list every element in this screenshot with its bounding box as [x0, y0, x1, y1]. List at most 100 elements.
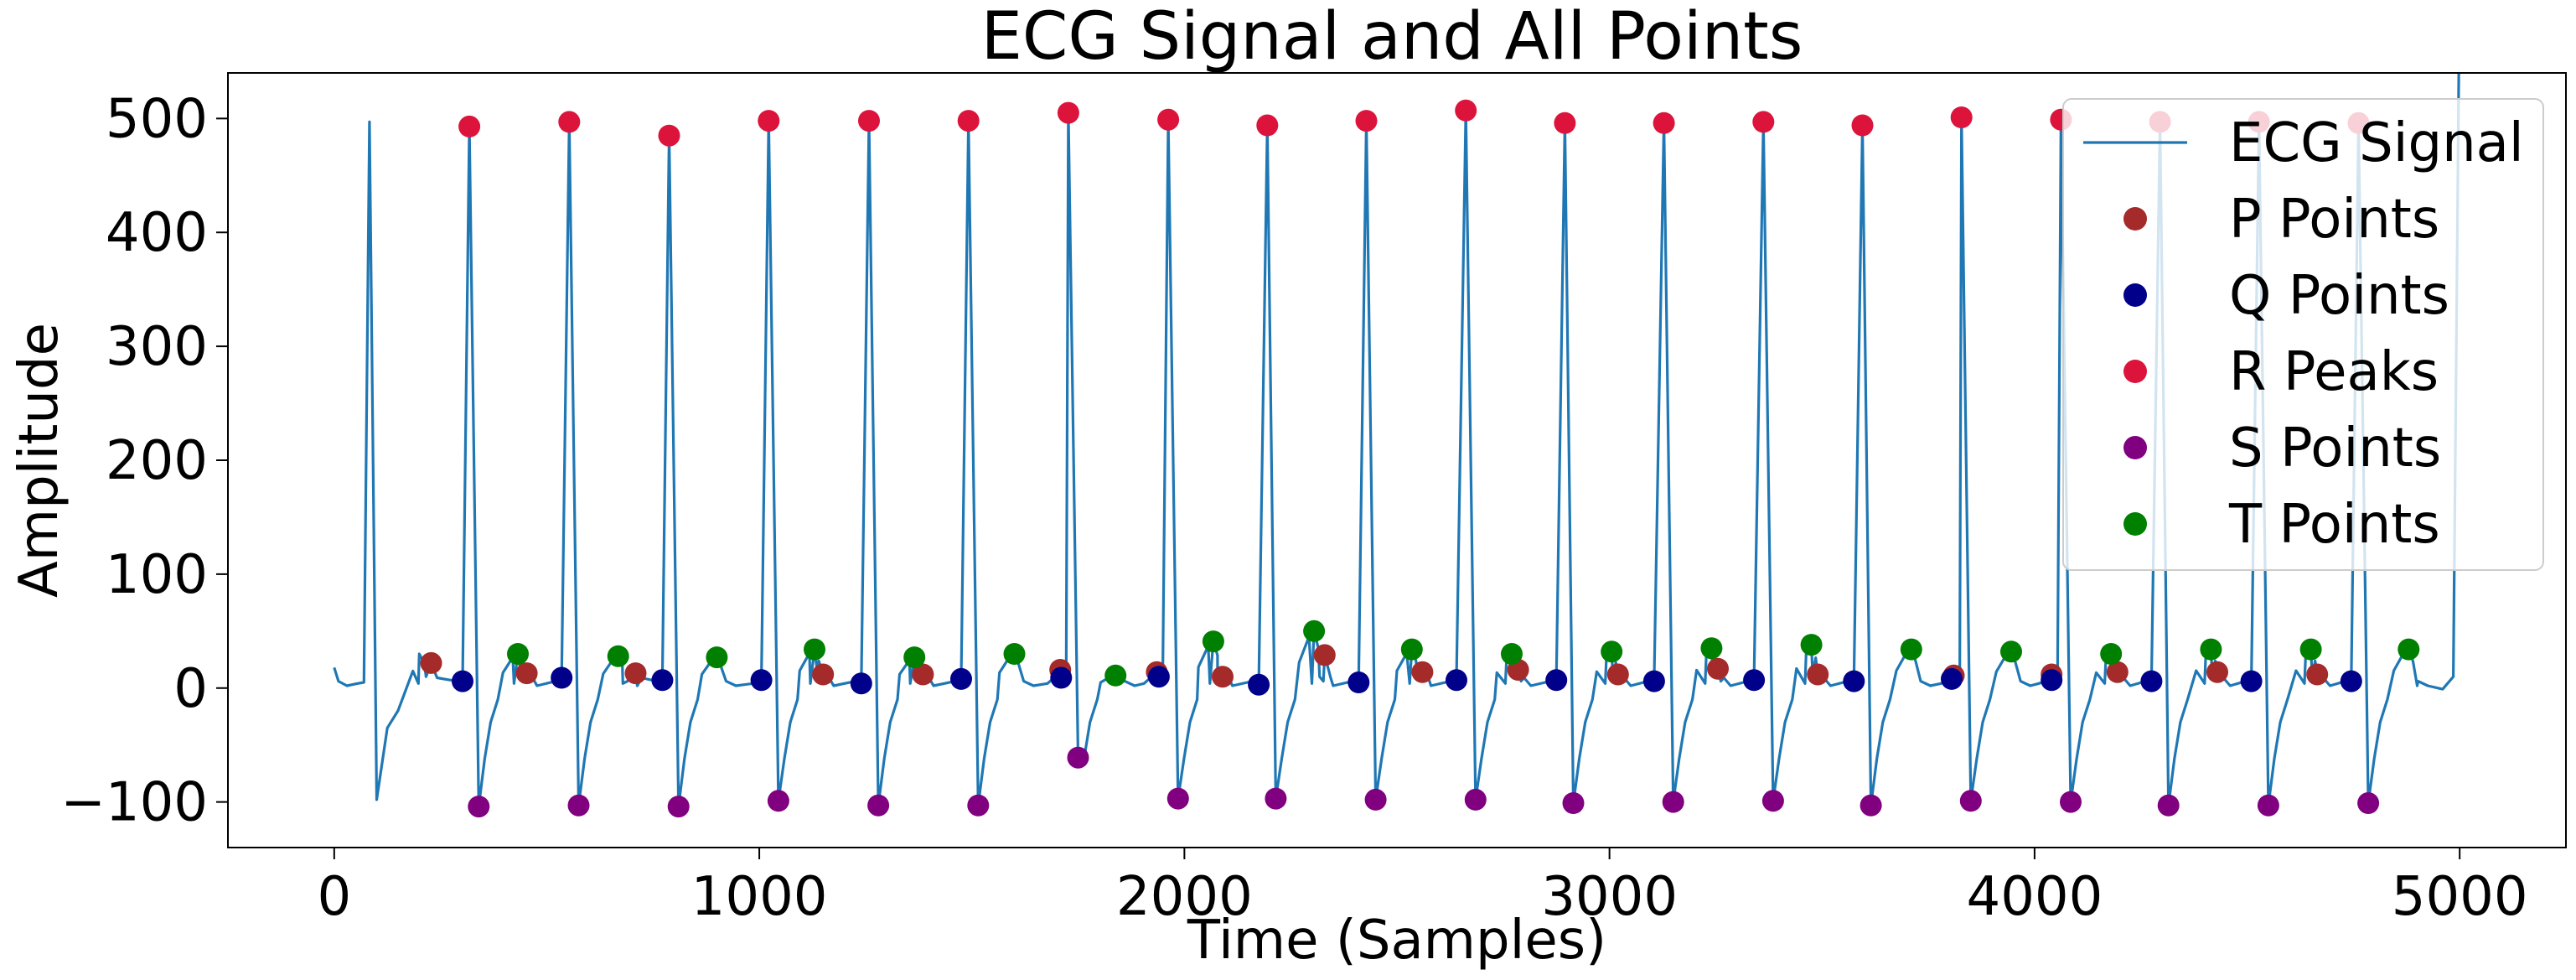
- x-tick-label: 0: [317, 866, 351, 928]
- x-tick-label: 1000: [691, 866, 828, 928]
- r-peaks-marker: [1752, 111, 1775, 133]
- q-points-marker: [2140, 670, 2163, 692]
- s-points-marker: [1959, 790, 1982, 812]
- r-peaks-marker: [658, 124, 680, 147]
- q-points-marker: [850, 672, 872, 695]
- p-points-marker: [912, 663, 934, 686]
- y-axis-label: Amplitude: [8, 323, 70, 598]
- t-points-marker: [1700, 637, 1723, 660]
- chart-title: ECG Signal and All Points: [981, 0, 1803, 75]
- p-points-marker: [2306, 663, 2329, 686]
- y-tick-label: 500: [106, 88, 208, 150]
- t-points-marker: [1104, 664, 1127, 687]
- legend: ECG Signal P Points Q Points R Peaks S Point…: [2062, 98, 2544, 571]
- r-peaks-marker: [558, 111, 581, 133]
- s-points-marker: [667, 796, 690, 818]
- y-tick-label: 400: [106, 202, 208, 264]
- p-points-marker: [420, 651, 442, 674]
- t-points-marker: [2000, 640, 2022, 663]
- legend-swatch-p-points: [2123, 207, 2147, 231]
- t-points-marker: [1800, 634, 1823, 656]
- p-points-marker: [515, 662, 538, 685]
- t-points-marker: [2299, 638, 2322, 661]
- t-points-marker: [1900, 638, 1922, 661]
- s-points-marker: [967, 794, 990, 817]
- s-points-marker: [1662, 791, 1684, 813]
- s-points-marker: [1562, 792, 1585, 814]
- s-points-marker: [2157, 794, 2180, 817]
- s-points-marker: [1166, 787, 1189, 810]
- legend-label-q-points: Q Points: [2229, 265, 2449, 327]
- s-points-marker: [1761, 790, 1784, 812]
- legend-label-t-points: T Points: [2228, 494, 2440, 556]
- marker-layer: [420, 99, 2420, 818]
- q-points-marker: [1050, 666, 1073, 689]
- y-tick-label: 200: [106, 430, 208, 492]
- y-tick-label: 100: [106, 544, 208, 606]
- legend-swatch-s-points: [2123, 436, 2147, 459]
- q-points-marker: [1545, 669, 1568, 692]
- q-points-marker: [651, 669, 674, 692]
- p-points-marker: [812, 663, 835, 686]
- r-peaks-marker: [858, 110, 880, 132]
- q-points-marker: [452, 670, 473, 692]
- s-points-marker: [2060, 791, 2082, 813]
- t-points-marker: [2200, 638, 2222, 661]
- t-points-marker: [1601, 640, 1623, 663]
- q-points-marker: [1743, 669, 1766, 692]
- legend-label-ecg-signal: ECG Signal: [2229, 112, 2524, 174]
- t-points-marker: [1501, 643, 1523, 665]
- x-tick-label: 3000: [1541, 866, 1678, 928]
- r-peaks-marker: [1653, 111, 1675, 134]
- s-points-marker: [2257, 794, 2279, 817]
- legend-swatch-r-peaks: [2123, 360, 2147, 383]
- s-points-marker: [1464, 788, 1487, 811]
- q-points-marker: [950, 667, 972, 690]
- legend-swatch-q-points: [2123, 283, 2147, 307]
- r-peaks-marker: [1355, 110, 1378, 132]
- r-peaks-marker: [1851, 114, 1874, 137]
- r-peaks-marker: [1455, 99, 1477, 122]
- t-points-marker: [2398, 638, 2420, 661]
- s-points-marker: [1364, 788, 1387, 811]
- q-points-marker: [2240, 670, 2263, 692]
- q-points-marker: [1843, 670, 1865, 692]
- r-peaks-marker: [758, 110, 780, 132]
- p-points-marker: [1707, 657, 1729, 680]
- x-tick-label: 5000: [2392, 866, 2528, 928]
- legend-label-s-points: S Points: [2229, 417, 2441, 480]
- s-points-marker: [867, 794, 890, 817]
- p-points-marker: [1606, 663, 1629, 686]
- r-peaks-marker: [1950, 106, 1973, 128]
- p-points-marker: [2206, 661, 2228, 683]
- r-peaks-marker: [1256, 114, 1279, 137]
- q-points-marker: [1642, 670, 1665, 692]
- t-points-marker: [1400, 638, 1423, 661]
- t-points-marker: [1303, 620, 1326, 642]
- t-points-marker: [706, 646, 728, 669]
- t-points-marker: [804, 638, 825, 661]
- p-points-marker: [1807, 663, 1829, 686]
- s-points-marker: [1067, 746, 1089, 769]
- p-points-marker: [624, 662, 647, 685]
- y-axis: −100 0 100 200 300 400 500: [60, 88, 228, 834]
- q-points-marker: [1347, 671, 1370, 693]
- legend-swatch-t-points: [2123, 512, 2147, 536]
- s-points-marker: [1860, 794, 1882, 817]
- t-points-marker: [2100, 643, 2123, 665]
- q-points-marker: [1941, 667, 1963, 690]
- x-axis: 0 1000 2000 3000 4000 5000: [317, 848, 2528, 928]
- s-points-marker: [767, 790, 789, 812]
- r-peaks-marker: [1157, 108, 1180, 131]
- t-points-marker: [1003, 643, 1026, 665]
- s-points-marker: [567, 794, 590, 817]
- p-points-marker: [1212, 666, 1234, 688]
- q-points-marker: [2340, 670, 2362, 692]
- x-axis-label: Time (Samples): [1187, 910, 1606, 972]
- q-points-marker: [1147, 666, 1170, 688]
- q-points-marker: [750, 669, 773, 692]
- s-points-marker: [2357, 792, 2380, 814]
- t-points-marker: [903, 646, 926, 669]
- s-points-marker: [468, 796, 490, 818]
